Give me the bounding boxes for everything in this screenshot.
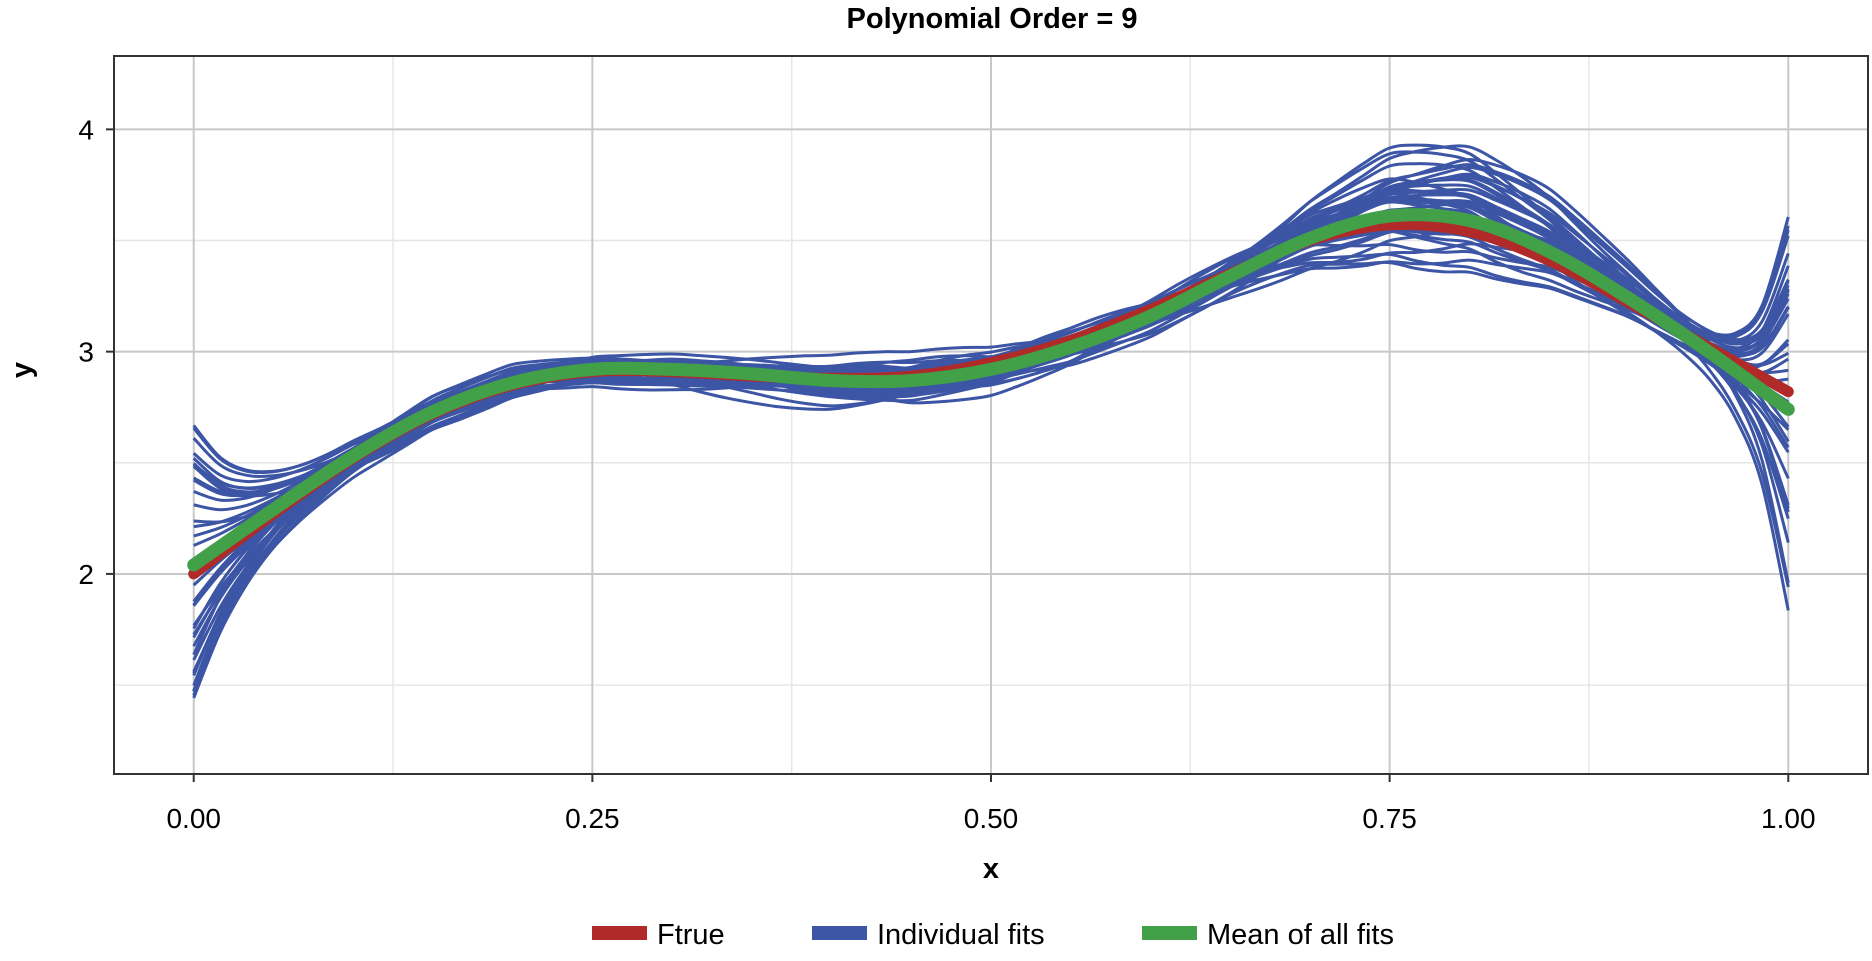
x-tick-label: 0.25: [565, 803, 620, 834]
series-line-mean: [187, 208, 1795, 572]
legend-label-individual-fits: Individual fits: [877, 919, 1045, 951]
legend-label-mean: Mean of all fits: [1207, 919, 1394, 951]
legend: Ftrue Individual fits Mean of all fits: [592, 919, 1394, 951]
y-tick-label: 3: [78, 337, 94, 368]
y-tick-label: 4: [78, 114, 94, 145]
x-tick-label: 0.75: [1362, 803, 1417, 834]
legend-label-ftrue: Ftrue: [657, 919, 725, 951]
x-tick-label: 0.50: [964, 803, 1019, 834]
chart-title: Polynomial Order = 9: [847, 3, 1138, 35]
major-gridlines: [114, 56, 1868, 774]
x-tick-label: 1.00: [1761, 803, 1816, 834]
individual-fit-line: [192, 258, 1790, 498]
y-axis-ticks: 2 3 4: [78, 114, 114, 590]
individual-fit-line: [192, 172, 1790, 692]
y-tick-label: 2: [78, 559, 94, 590]
x-tick-label: 0.00: [166, 803, 221, 834]
individual-fit-line: [193, 177, 1790, 524]
plot-area: [113, 55, 1869, 775]
legend-key-mean: [1142, 926, 1197, 940]
legend-key-individual-fits: [812, 926, 867, 940]
legend-key-ftrue: [592, 926, 647, 940]
y-axis-title: y: [6, 362, 38, 378]
x-axis-title: x: [983, 853, 999, 885]
x-axis-ticks: 0.00 0.25 0.50 0.75 1.00: [166, 774, 1816, 834]
